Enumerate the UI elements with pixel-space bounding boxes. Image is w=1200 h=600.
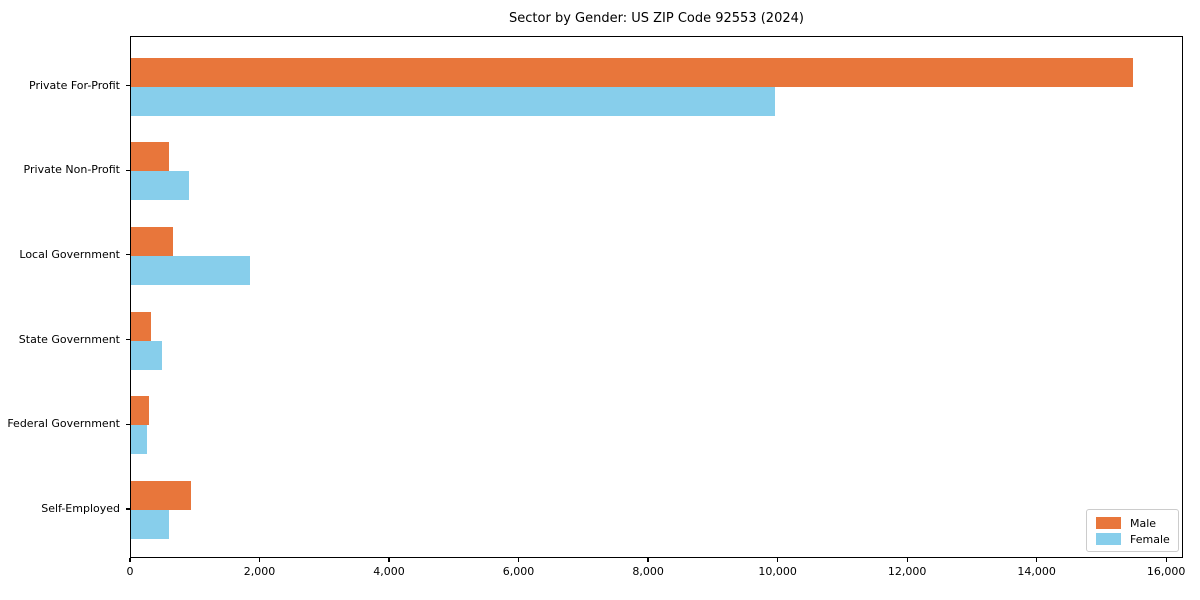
- legend: Male Female: [1086, 509, 1179, 552]
- y-axis-label: Local Government: [19, 247, 120, 261]
- x-tick-mark: [1036, 558, 1038, 562]
- bar-female-self-employed: [131, 510, 169, 539]
- x-tick-label: 8,000: [632, 565, 664, 578]
- legend-entry-male: Male: [1096, 516, 1170, 530]
- bar-male-self-employed: [131, 481, 192, 510]
- x-tick-label: 16,000: [1146, 565, 1186, 578]
- y-tick-mark: [126, 84, 130, 87]
- bar-female-federal-government: [131, 425, 147, 455]
- y-tick-mark: [126, 423, 130, 425]
- x-tick-mark: [517, 558, 520, 562]
- x-tick-label: 6,000: [502, 565, 535, 578]
- chart-title: Sector by Gender: US ZIP Code 92553 (202…: [509, 11, 804, 26]
- y-axis-label: Private For-Profit: [29, 78, 120, 92]
- y-tick-mark: [126, 339, 130, 341]
- x-tick-mark: [129, 558, 131, 562]
- bar-male-private-for-profit: [131, 57, 1134, 87]
- legend-label: Female: [1130, 532, 1170, 546]
- legend-swatch-female: [1096, 533, 1121, 545]
- legend-entry-female: Female: [1096, 532, 1170, 546]
- bar-female-local-government: [131, 255, 250, 285]
- x-tick-label: 4,000: [373, 565, 405, 578]
- x-tick-label: 10,000: [758, 565, 797, 578]
- y-axis-label: Self-Employed: [41, 502, 120, 515]
- x-tick-mark: [1165, 558, 1167, 562]
- y-tick-mark: [126, 508, 130, 510]
- bar-male-federal-government: [131, 396, 150, 426]
- legend-label: Male: [1130, 516, 1157, 530]
- bar-male-local-government: [131, 226, 174, 256]
- y-axis-label: Federal Government: [7, 417, 120, 431]
- x-tick-mark: [906, 558, 908, 562]
- x-tick-label: 14,000: [1017, 565, 1056, 578]
- bar-female-private-non-profit: [131, 171, 190, 201]
- x-tick-label: 2,000: [243, 565, 276, 578]
- bar-male-private-non-profit: [131, 142, 169, 172]
- bar-female-state-government: [131, 340, 163, 370]
- x-tick-label: 0: [126, 565, 134, 578]
- x-tick-mark: [388, 558, 390, 562]
- y-axis-label: Private Non-Profit: [23, 163, 120, 177]
- x-tick-label: 12,000: [887, 565, 927, 578]
- bar-female-private-for-profit: [131, 86, 775, 116]
- x-tick-mark: [777, 558, 779, 562]
- legend-swatch-male: [1096, 517, 1121, 529]
- y-axis-label: State Government: [18, 332, 120, 346]
- x-tick-mark: [647, 558, 649, 562]
- y-tick-mark: [126, 254, 130, 256]
- x-tick-mark: [258, 558, 261, 562]
- y-tick-mark: [126, 169, 130, 171]
- bar-male-state-government: [131, 311, 152, 341]
- plot-area: Male Female: [130, 36, 1183, 558]
